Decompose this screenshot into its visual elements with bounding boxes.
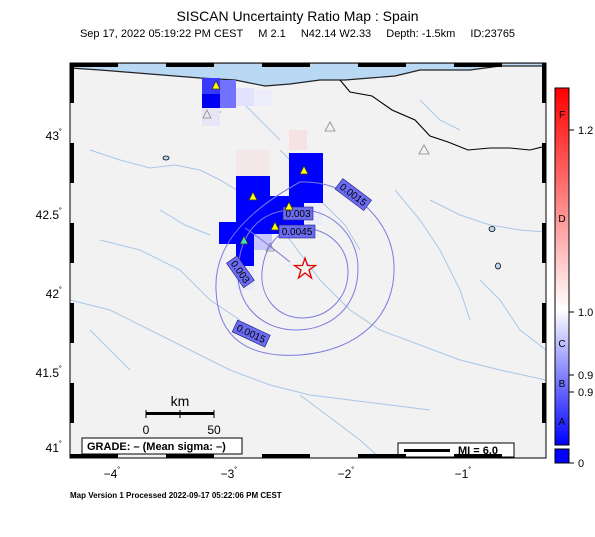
- grade-label-a: A: [559, 417, 566, 428]
- processed-footer: Map Version 1 Processed 2022-09-17 05:22…: [70, 491, 282, 500]
- grade-label-f: F: [559, 110, 565, 121]
- colorbar-gradient: [554, 87, 570, 446]
- station-triangle: [202, 109, 212, 119]
- station-triangle: [418, 144, 430, 155]
- event-magnitude: M 2.1: [258, 28, 286, 40]
- degree-mark: ˚: [59, 286, 62, 296]
- event-id: ID:23765: [470, 28, 516, 40]
- station-triangle: [284, 201, 294, 211]
- event-location: N42.14 W2.33: [300, 28, 372, 40]
- lon-tick-minus4: −4: [104, 467, 118, 481]
- degree-mark: ˚: [59, 207, 62, 217]
- colorbar: F D C B A 1.2 1.0 0.9 0.9 0: [554, 87, 593, 470]
- contour-label-2: 0.0045: [282, 227, 313, 238]
- latitude-ticks: 43˚ 42.5˚ 42˚ 41.5˚ 41˚: [36, 128, 62, 455]
- svg-text:42˚: 42˚: [46, 286, 62, 301]
- event-datetime: Sep 17, 2022 05:19:22 PM CEST: [79, 28, 244, 40]
- station-triangle: [270, 221, 280, 231]
- svg-text:41.5˚: 41.5˚: [36, 365, 62, 380]
- longitude-ticks: −4˚ −3˚ −2˚ −1˚: [104, 466, 472, 481]
- station-triangle: [265, 242, 275, 252]
- degree-mark: ˚: [117, 466, 120, 476]
- lat-tick-41: 41: [46, 441, 60, 455]
- grade-box: [81, 437, 243, 455]
- map-title: SISCAN Uncertainty Ratio Map : Spain: [176, 8, 419, 24]
- scale-bar-end: 50: [207, 423, 221, 437]
- station-triangle: [211, 80, 221, 90]
- event-info: Sep 17, 2022 05:19:22 PM CEST M 2.1 N42.…: [0, 28, 595, 40]
- degree-mark: ˚: [234, 466, 237, 476]
- colorbar-value-1-0: 1.0: [578, 307, 593, 319]
- scale-bar: km 0 50: [143, 393, 221, 437]
- grade-label-d: D: [558, 214, 565, 225]
- epicenter-star-icon: [292, 255, 318, 280]
- grade-text: GRADE: – (Mean sigma: –): [87, 441, 226, 453]
- degree-mark: ˚: [351, 466, 354, 476]
- colorbar-value-0-9b: 0.9: [578, 387, 593, 399]
- degree-mark: ˚: [59, 365, 62, 375]
- contour-lines: [215, 181, 395, 356]
- svg-text:−3˚: −3˚: [221, 466, 238, 481]
- colorbar-zero-swatch: [554, 448, 570, 464]
- svg-text:41˚: 41˚: [46, 440, 62, 455]
- grade-label-c: C: [558, 339, 565, 350]
- lon-tick-minus3: −3: [221, 467, 235, 481]
- lat-tick-41-5: 41.5: [36, 366, 60, 380]
- stations: [202, 80, 430, 252]
- degree-mark: ˚: [59, 128, 62, 138]
- map-area: 0.0015 0.003 0.0045 0.003 0.0015: [70, 63, 546, 458]
- event-depth: Depth: -1.5km: [386, 28, 456, 40]
- mi-line: [404, 449, 450, 452]
- lat-tick-42: 42: [46, 287, 60, 301]
- svg-text:−2˚: −2˚: [338, 466, 355, 481]
- scale-bar-label: km: [171, 393, 190, 409]
- country-border: [339, 79, 546, 151]
- svg-text:42.5˚: 42.5˚: [36, 207, 62, 222]
- colorbar-value-1-2: 1.2: [578, 125, 593, 137]
- colorbar-value-0-9: 0.9: [578, 370, 593, 382]
- scale-bar-start: 0: [143, 423, 150, 437]
- colorbar-value-0: 0: [578, 458, 584, 470]
- station-triangle: [324, 121, 336, 132]
- svg-text:−1˚: −1˚: [455, 466, 472, 481]
- svg-text:43˚: 43˚: [46, 128, 62, 143]
- contour-label-1: 0.003: [285, 209, 310, 220]
- station-triangle: [239, 235, 249, 245]
- station-triangle: [299, 165, 309, 175]
- station-triangle: [248, 191, 258, 201]
- map-frame: [69, 62, 547, 459]
- degree-mark: ˚: [59, 440, 62, 450]
- degree-mark: ˚: [468, 466, 471, 476]
- sea: [70, 63, 546, 87]
- svg-text:−4˚: −4˚: [104, 466, 121, 481]
- lat-tick-42-5: 42.5: [36, 208, 60, 222]
- land: [70, 63, 546, 458]
- lon-tick-minus2: −2: [338, 467, 352, 481]
- lat-tick-43: 43: [46, 129, 60, 143]
- lon-tick-minus1: −1: [455, 467, 469, 481]
- grade-label-b: B: [559, 379, 566, 390]
